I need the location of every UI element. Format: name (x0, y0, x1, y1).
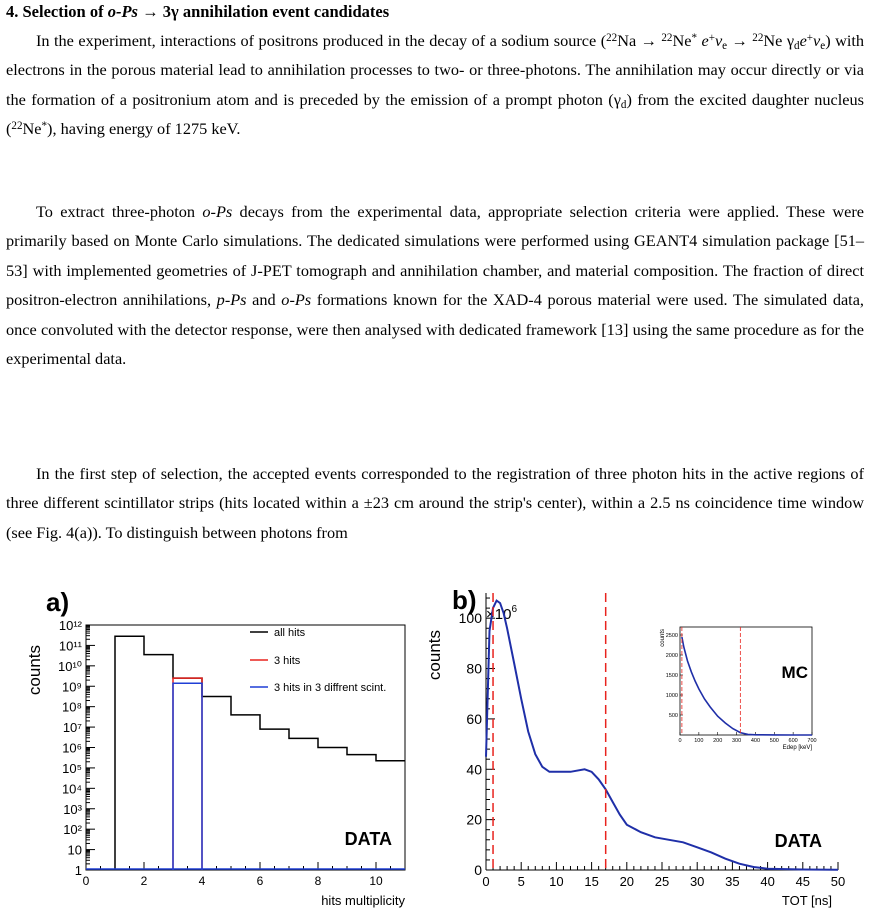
inset-x-tick-label: 0 (678, 738, 681, 744)
figure-b: b) ×106 counts TOT [ns] DATA 0 5 10 15 20 25 3… (420, 585, 870, 915)
y-tick-label: 10² (63, 822, 82, 837)
y-tick-label: 40 (466, 761, 482, 777)
x-tick-label: 6 (257, 874, 264, 888)
section-heading: 4. Selection of o-Ps → 3γ annihilation e… (6, 2, 390, 21)
x-tick-label: 4 (199, 874, 206, 888)
paragraph-3: In the first step of selection, the acce… (6, 464, 864, 542)
y-tick-label: 60 (466, 711, 482, 727)
y-tick-label: 10⁶ (62, 741, 82, 756)
y-tick-label: 80 (466, 661, 482, 677)
x-tick-label: 45 (796, 874, 810, 889)
inset-x-tick-label: 600 (789, 738, 798, 744)
inset-x-tick-label: 700 (807, 738, 816, 744)
figure-a-xlabel: hits multiplicity (321, 893, 405, 908)
figure-b-ylabel: counts (425, 630, 444, 680)
y-tick-label: 10⁷ (63, 720, 82, 735)
bar-series-3-scint (172, 682, 203, 870)
y-tick-label: 10³ (63, 802, 82, 817)
inset-xlabel: Edep [keV] (783, 745, 813, 751)
x-tick-label: 30 (690, 874, 704, 889)
tot-curve (485, 599, 839, 871)
x-tick-label: 25 (655, 874, 669, 889)
x-tick-label: 0 (83, 874, 90, 888)
inset-ylabel: counts (660, 629, 666, 647)
x-tick-label: 0 (482, 874, 489, 889)
legend-label-3-scint: 3 hits in 3 diffrent scint. (274, 682, 386, 694)
bar-series-all-hits (114, 635, 405, 870)
y-tick-label: 20 (466, 812, 482, 828)
figure-b-panel-label: b) (452, 585, 477, 615)
y-tick-label: 0 (474, 862, 482, 878)
y-tick-label: 10⁹ (62, 679, 82, 694)
inset-x-tick-label: 100 (694, 738, 703, 744)
y-tick-label: 10⁸ (62, 700, 82, 715)
inset-x-tick-label: 200 (713, 738, 722, 744)
paragraph-1: In the experiment, interactions of posit… (6, 31, 865, 139)
inset-x-tick-label: 400 (751, 738, 760, 744)
y-tick-label: 100 (459, 610, 483, 626)
x-tick-label: 15 (584, 874, 598, 889)
x-tick-label: 35 (725, 874, 739, 889)
figure-a-ylabel: counts (25, 645, 44, 695)
x-tick-label: 2 (141, 874, 148, 888)
y-tick-label: 10¹² (59, 618, 83, 633)
figure-a: a) counts hits multiplicity DATA 0 2 4 6 8 10… (0, 585, 420, 915)
figure-b-svg: b) ×106 counts TOT [ns] DATA 0 5 10 15 20 25 3… (425, 585, 845, 908)
y-tick-label: 10¹⁰ (58, 659, 82, 674)
x-tick-label: 10 (549, 874, 563, 889)
legend-label-all-hits: all hits (274, 627, 306, 639)
inset-mc-tag: MC (782, 663, 808, 682)
y-tick-label: 10 (68, 843, 82, 858)
figure-a-data-tag: DATA (345, 829, 392, 849)
x-tick-label: 5 (518, 874, 525, 889)
inset-x-tick-label: 500 (770, 738, 779, 744)
y-tick-label: 1 (75, 863, 82, 878)
figure-b-xlabel: TOT [ns] (782, 893, 832, 908)
legend-label-3-hits: 3 hits (274, 655, 301, 667)
inset-y-tick-label: 2000 (666, 653, 678, 659)
inset-curve (681, 636, 812, 736)
figure-a-svg: a) counts hits multiplicity DATA 0 2 4 6 8 10… (25, 587, 406, 908)
inset-frame (679, 626, 813, 736)
y-tick-label: 10⁵ (62, 761, 82, 776)
paragraph-2: To extract three-photon o-Ps decays from… (6, 202, 865, 369)
x-tick-label: 40 (760, 874, 774, 889)
y-tick-label: 10¹¹ (59, 638, 83, 653)
bar-series-3-hits (172, 677, 203, 870)
x-tick-label: 20 (620, 874, 634, 889)
figure-a-panel-label: a) (46, 587, 69, 617)
y-tick-label: 10⁴ (62, 781, 82, 796)
x-tick-label: 50 (831, 874, 845, 889)
inset-y-tick-label: 1500 (666, 673, 678, 679)
x-tick-label: 8 (315, 874, 322, 888)
inset-x-tick-label: 300 (732, 738, 741, 744)
inset-y-tick-label: 1000 (666, 693, 678, 699)
inset-y-tick-label: 500 (669, 713, 678, 719)
inset-y-tick-label: 2500 (666, 633, 678, 639)
x-tick-label: 10 (369, 874, 383, 888)
figure-b-data-tag: DATA (775, 831, 822, 851)
